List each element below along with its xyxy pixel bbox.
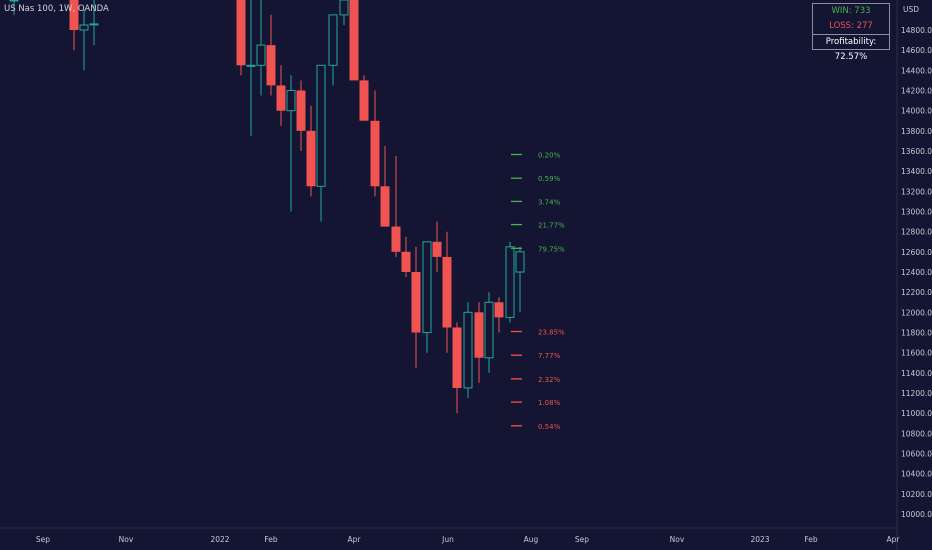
price-tick-label: 13200.0 [901,187,932,196]
candle-body-up [286,90,296,112]
candle-body-down [494,302,504,318]
price-tick-label: 12800.0 [901,228,932,237]
price-tick-label: 12000.0 [901,308,932,317]
candle-body-up [484,301,494,359]
price-tick-label: 12400.0 [901,268,932,277]
price-tick-label: 11600.0 [901,349,932,358]
price-tick-label: 10600.0 [901,450,932,459]
level-label-down: 0.54% [538,423,561,431]
candle-body-up [316,64,326,187]
candle-body-up [422,241,432,334]
price-tick-label: 14200.0 [901,87,932,96]
time-tick-label: Sep [36,535,50,544]
level-label-up: 3.74% [538,198,561,206]
candle-body-up [89,23,99,26]
time-tick-label: Aug [524,535,539,544]
candle-body-down [370,120,380,187]
candle-body-up [246,64,256,67]
time-tick-label: 2023 [750,535,769,544]
candle-body-down [296,90,306,131]
candle-body-up [328,14,338,66]
candle-body-down [276,85,286,111]
time-tick-label: Nov [670,535,685,544]
candle-body-up [79,24,89,31]
candle-body-down [359,80,369,121]
price-tick-label: 14600.0 [901,46,932,55]
candle-body-up [256,44,266,66]
candle-body-up [463,311,473,389]
candle-body-down [401,251,411,272]
time-tick-label: Feb [264,535,278,544]
price-tick-label: 11200.0 [901,389,932,398]
time-tick-label: Feb [804,535,818,544]
profitability-value: Profitability: 72.57% [813,34,889,62]
candle-body-down [69,0,79,30]
candle-body-down [474,312,484,358]
candle-body-up [339,0,349,16]
time-tick-label: Nov [119,535,134,544]
level-label-up: 21.77% [538,222,565,230]
level-label-down: 23.85% [538,329,565,337]
time-tick-label: Apr [887,535,901,544]
price-tick-label: 14000.0 [901,107,932,116]
price-tick-label: 13600.0 [901,147,932,156]
time-tick-label: 2022 [210,535,229,544]
candle-body-up [9,0,19,2]
candle-body-down [442,256,452,328]
candle-body-down [349,0,359,81]
price-tick-label: 10400.0 [901,470,932,479]
stats-panel: WIN: 733 LOSS: 277 Profitability: 72.57% [812,3,890,62]
candle-body-down [411,272,421,333]
level-label-up: 0.20% [538,152,561,160]
level-label-down: 7.77% [538,352,561,360]
price-tick-label: 14800.0 [901,26,932,35]
time-axis[interactable]: Sep Nov 2022 Feb Apr Jun Aug Sep Nov 2023 Feb Apr [36,535,900,544]
candle-body-down [236,0,246,66]
levels-layer: 0.20% 0.59% 3.74% 21.77% 79.75% 23.85% 7.77% 2.… [511,152,565,431]
price-tick-label: 11000.0 [901,409,932,418]
level-label-up: 0.59% [538,175,561,183]
loss-count: LOSS: 277 [829,21,873,31]
price-tick-label: 10800.0 [901,429,932,438]
time-tick-label: Jun [441,535,454,544]
price-tick-label: 10200.0 [901,490,932,499]
candle-body-down [452,327,462,388]
candle-body-down [432,241,442,257]
time-tick-label: Sep [575,535,589,544]
price-tick-label: 12600.0 [901,248,932,257]
price-tick-label: 10000.0 [901,510,932,519]
candle-body-up [515,251,525,273]
price-tick-label: 14400.0 [901,66,932,75]
price-tick-label: 11800.0 [901,329,932,338]
candle-body-down [306,130,316,187]
level-label-down: 2.32% [538,376,561,384]
candles-layer [9,0,525,414]
time-tick-label: Apr [348,535,362,544]
price-tick-label: 13800.0 [901,127,932,136]
level-label-down: 1.08% [538,399,561,407]
win-count: WIN: 733 [831,6,871,16]
candle-body-down [380,186,390,227]
candle-body-down [266,45,276,86]
price-tick-label: 12200.0 [901,288,932,297]
price-tick-label: 13400.0 [901,167,932,176]
price-tick-label: 11400.0 [901,369,932,378]
symbol-title: US Nas 100, 1W, OANDA [4,4,109,14]
level-label-up: 79.75% [538,245,565,253]
price-axis[interactable]: 10000.0 10200.0 10400.0 10600.0 10800.0 11000… [901,26,932,519]
currency-label: USD [903,5,919,14]
candle-body-down [391,226,401,252]
price-tick-label: 13000.0 [901,208,932,217]
candle-body-up [505,246,515,318]
